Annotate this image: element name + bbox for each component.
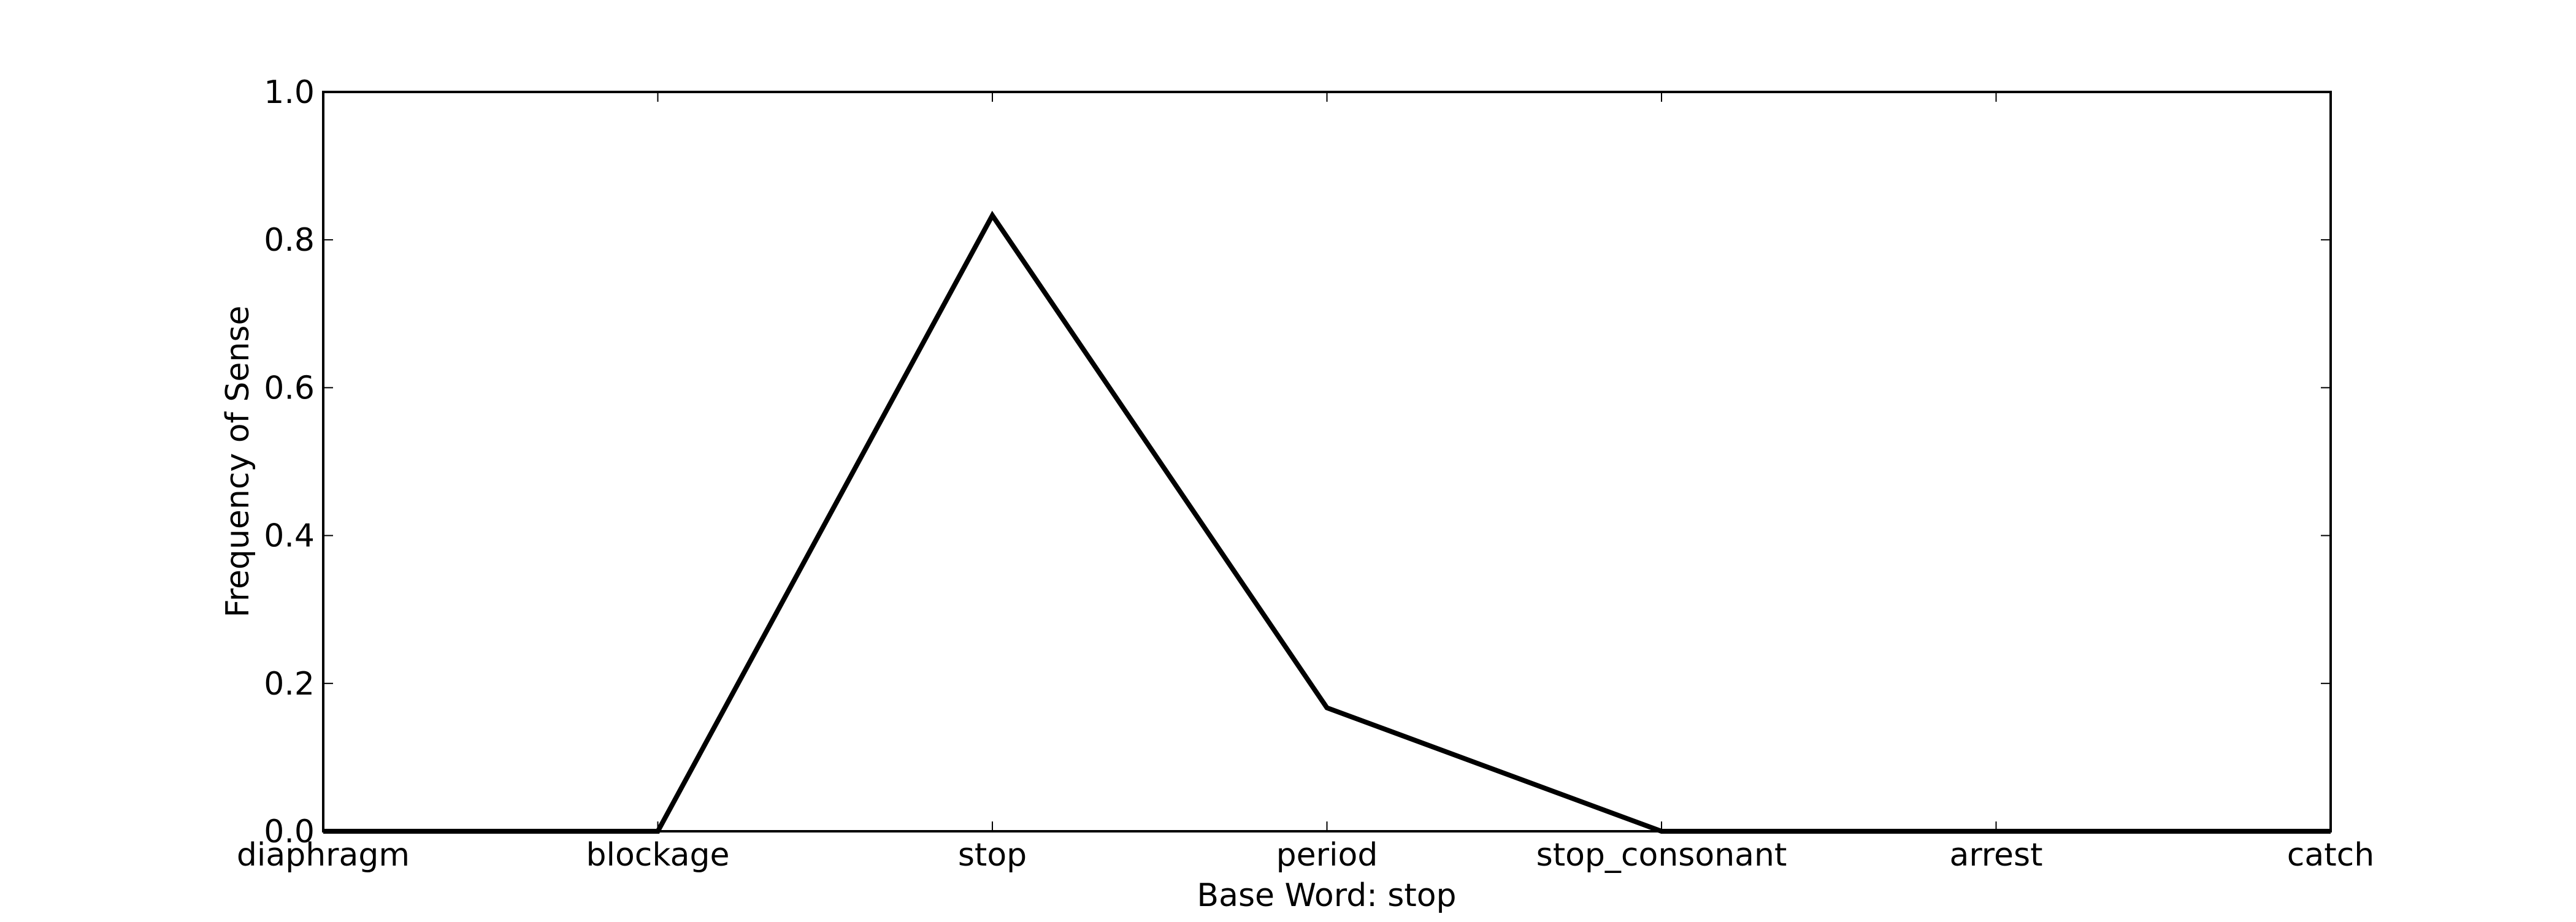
x-tick-label: diaphragm xyxy=(237,837,410,874)
x-tick-label: period xyxy=(1276,837,1378,874)
x-tick-label: blockage xyxy=(586,837,730,874)
x-tick-label: catch xyxy=(2287,837,2374,874)
x-tick-label: stop_consonant xyxy=(1536,837,1787,874)
x-tick-label: arrest xyxy=(1949,837,2042,874)
y-tick-label: 0.4 xyxy=(264,518,315,555)
y-tick-label: 1.0 xyxy=(264,74,315,111)
y-tick-label: 0.8 xyxy=(264,222,315,259)
plot-area xyxy=(323,92,2331,831)
y-axis-label: Frequency of Sense xyxy=(220,306,256,618)
y-tick-label: 0.2 xyxy=(264,666,315,703)
y-tick-label: 0.0 xyxy=(264,813,315,850)
plot-frame xyxy=(322,91,2332,832)
x-axis-label: Base Word: stop xyxy=(1197,877,1456,914)
y-tick-label: 0.6 xyxy=(264,370,315,406)
tick-labels: diaphragm blockage stop period stop_consonan… xyxy=(237,74,2374,874)
x-tick-label: stop xyxy=(958,837,1027,874)
